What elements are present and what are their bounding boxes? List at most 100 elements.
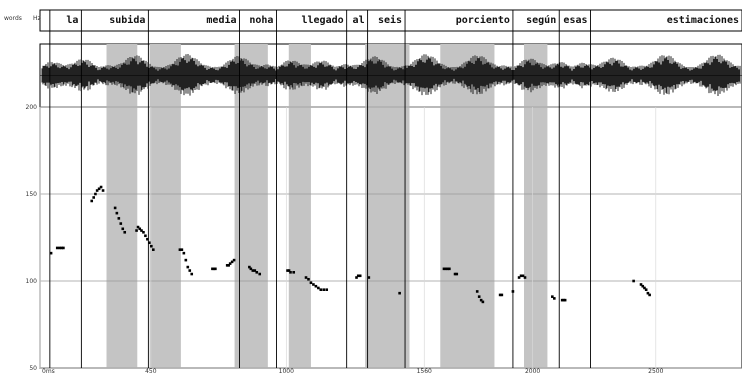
pitch-point bbox=[188, 269, 192, 272]
pitch-point bbox=[190, 272, 194, 276]
pitch-point bbox=[314, 284, 318, 288]
pitch-point bbox=[117, 217, 121, 220]
word-label: al bbox=[353, 15, 365, 26]
pitch-point bbox=[553, 297, 556, 300]
pitch-point bbox=[643, 286, 646, 290]
shaded-region bbox=[106, 44, 138, 368]
pitch-point bbox=[248, 265, 251, 269]
pitch-point bbox=[94, 192, 97, 196]
shaded-region bbox=[288, 44, 311, 368]
y-tick-labels: 50 100 150 200 bbox=[26, 104, 38, 372]
pitch-point bbox=[123, 230, 127, 234]
pitch-point bbox=[477, 295, 481, 298]
pitch-point bbox=[253, 269, 257, 272]
x-tick-label: 1560 bbox=[417, 368, 432, 374]
shaded-region bbox=[365, 44, 410, 368]
pitch-point bbox=[563, 298, 567, 302]
pitch-point bbox=[135, 229, 138, 232]
shaded-region bbox=[149, 44, 181, 368]
pitch-point bbox=[184, 258, 188, 262]
pitch-point bbox=[442, 267, 446, 271]
y-tick-label: 50 bbox=[29, 365, 37, 372]
pitch-point bbox=[286, 269, 289, 272]
pitch-point bbox=[142, 230, 145, 234]
pitch-point bbox=[140, 229, 143, 232]
pitch-point bbox=[519, 274, 523, 278]
x-tick-labels: 0ms 450 1000 1560 2000 2500 bbox=[42, 368, 664, 374]
pitch-point bbox=[136, 225, 140, 229]
pitch-point bbox=[62, 246, 65, 250]
pitch-point bbox=[58, 246, 62, 250]
word-label: subida bbox=[109, 14, 145, 26]
pitch-point bbox=[211, 267, 214, 271]
pitch-point bbox=[307, 277, 310, 281]
pitch-point bbox=[648, 293, 651, 297]
waveform bbox=[40, 54, 742, 97]
pitch-point bbox=[113, 206, 117, 210]
word-label: según bbox=[526, 14, 556, 26]
word-label: porciento bbox=[456, 14, 510, 26]
pitch-point bbox=[319, 288, 323, 291]
x-tick-label: 450 bbox=[145, 368, 157, 374]
word-labels: la subida media noha llegado al seis porciento s… bbox=[66, 14, 739, 26]
pitch-point bbox=[251, 269, 255, 272]
pitch-point bbox=[500, 293, 504, 297]
shaded-region bbox=[440, 44, 495, 368]
word-label: estimaciones bbox=[667, 14, 739, 26]
pitch-point bbox=[325, 288, 329, 291]
pitch-point bbox=[55, 246, 59, 250]
word-label: esas bbox=[563, 15, 587, 26]
y-tick-label: 100 bbox=[26, 278, 38, 285]
word-label: media bbox=[206, 14, 236, 26]
pitch-point bbox=[97, 187, 101, 191]
pitch-point bbox=[632, 279, 635, 283]
x-tick-label: 2500 bbox=[648, 368, 663, 374]
pitch-point bbox=[644, 288, 648, 291]
pitch-point bbox=[356, 274, 360, 278]
pitch-point bbox=[101, 189, 105, 192]
pitch-point bbox=[292, 271, 296, 274]
pitch-point bbox=[99, 185, 103, 189]
pitch-point bbox=[367, 276, 371, 279]
pitch-point bbox=[517, 276, 521, 279]
voiced-regions bbox=[106, 44, 548, 368]
pitch-point bbox=[358, 274, 362, 278]
pitch-point bbox=[60, 246, 63, 250]
shaded-region bbox=[234, 44, 268, 368]
pitch-point bbox=[92, 196, 95, 199]
x-tick-label: 2000 bbox=[525, 368, 540, 374]
pitch-point bbox=[479, 298, 483, 302]
pitch-point bbox=[322, 288, 326, 291]
pitch-points bbox=[49, 185, 651, 304]
pitch-point bbox=[475, 290, 479, 293]
pitch-point bbox=[119, 222, 123, 225]
tier-label: words bbox=[4, 15, 22, 22]
pitch-point bbox=[49, 251, 53, 255]
pitch-point bbox=[249, 267, 253, 271]
pitch-point bbox=[115, 211, 119, 215]
pitch-point bbox=[481, 300, 485, 304]
pitch-point bbox=[186, 265, 190, 269]
x-tick-label: 0ms bbox=[42, 368, 55, 374]
pitch-point bbox=[180, 248, 184, 251]
word-boundaries bbox=[49, 10, 591, 368]
pitch-point bbox=[255, 271, 259, 274]
gridlines bbox=[39, 106, 742, 369]
pitch-point bbox=[232, 258, 236, 262]
pitch-point bbox=[398, 291, 401, 295]
pitch-point bbox=[287, 269, 291, 272]
pitch-point bbox=[178, 248, 182, 251]
y-tick-label: 150 bbox=[26, 191, 38, 198]
pitch-point bbox=[90, 199, 94, 203]
pitch-point bbox=[498, 293, 502, 297]
pitch-point bbox=[144, 234, 147, 238]
word-label: seis bbox=[378, 14, 402, 26]
pitch-point bbox=[639, 283, 643, 286]
pitch-point bbox=[446, 267, 449, 271]
pitch-point bbox=[212, 267, 216, 271]
pitch-point bbox=[646, 291, 650, 295]
pitch-point bbox=[225, 264, 229, 267]
pitch-point bbox=[152, 248, 155, 251]
pitch-point bbox=[182, 251, 186, 255]
